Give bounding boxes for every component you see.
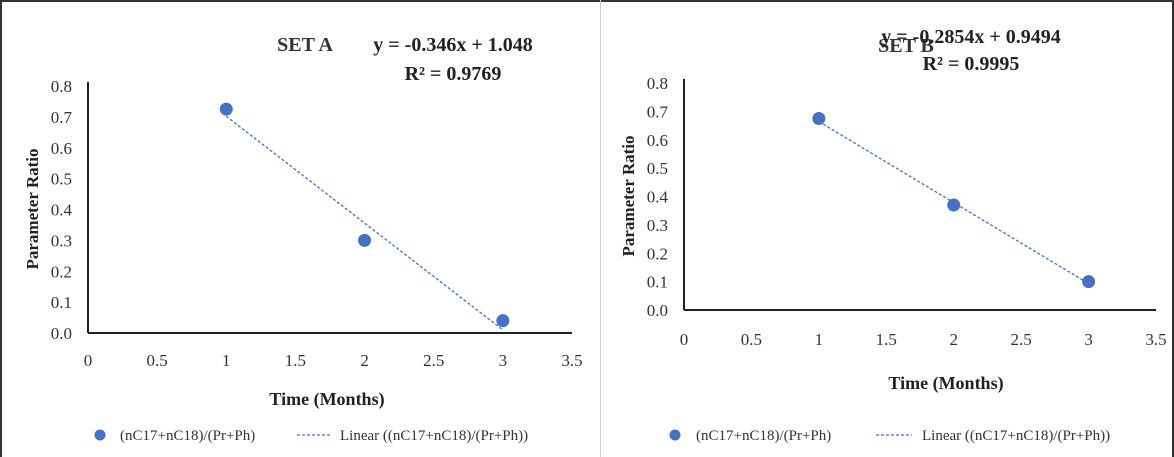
x-tick-label: 2.5 — [423, 351, 444, 370]
panel-divider — [600, 0, 601, 457]
chart-set-a: 0.0 0.1 0.2 0.3 0.4 0.5 0.6 0.7 0.8 0 0.5 1 1.5 2 2.5 3… — [23, 34, 583, 444]
y-tick-label: 0.8 — [647, 74, 668, 93]
legend-marker-series — [669, 429, 681, 441]
y-tick-label: 0.2 — [51, 262, 72, 281]
x-tick-label: 3 — [1084, 330, 1093, 349]
y-tick-label: 0.1 — [647, 273, 668, 292]
x-tick-label: 2.5 — [1011, 330, 1032, 349]
x-tick-label: 1.5 — [876, 330, 897, 349]
x-axis-label: Time (Months) — [269, 389, 384, 410]
chart-panel-set-b: 0.0 0.1 0.2 0.3 0.4 0.5 0.6 0.7 0.8 0 0.5 1 1.5 2 2.5 3… — [600, 0, 1174, 457]
legend-marker-series — [94, 429, 106, 441]
legend-label-series: (nC17+nC18)/(Pr+Ph) — [120, 428, 255, 444]
y-tick-label: 0.7 — [51, 108, 73, 127]
y-tick-label: 0.4 — [51, 201, 73, 220]
data-point — [358, 233, 372, 247]
y-tick-label: 0.1 — [51, 293, 72, 312]
y-axis-label: Parameter Ratio — [619, 136, 638, 257]
y-tick-label: 0.2 — [647, 244, 668, 263]
data-point — [1082, 275, 1096, 289]
x-tick-label: 0.5 — [741, 330, 762, 349]
x-tick-label: 1.5 — [285, 351, 306, 370]
x-tick-label: 1 — [815, 330, 824, 349]
x-tick-label: 3.5 — [1145, 330, 1166, 349]
x-tick-label: 0 — [84, 351, 93, 370]
data-point — [947, 198, 961, 212]
x-tick-label: 1 — [222, 351, 231, 370]
y-tick-label: 0.5 — [647, 159, 668, 178]
legend-label-trendline: Linear ((nC17+nC18)/(Pr+Ph)) — [922, 428, 1110, 444]
data-point — [219, 102, 233, 116]
x-tick-label: 0.5 — [147, 351, 168, 370]
legend-label-series: (nC17+nC18)/(Pr+Ph) — [696, 428, 831, 444]
x-axis-label: Time (Months) — [888, 373, 1003, 394]
y-tick-label: 0.3 — [647, 216, 668, 235]
legend-label-trendline: Linear ((nC17+nC18)/(Pr+Ph)) — [340, 428, 528, 444]
y-tick-label: 0.4 — [647, 188, 669, 207]
trendline-equation: y = -0.346x + 1.048 — [373, 34, 532, 56]
trendline-equation: y = -0.2854x + 0.9494 — [881, 26, 1060, 48]
x-tick-label: 2 — [360, 351, 369, 370]
y-tick-label: 0.0 — [647, 301, 668, 320]
x-tick-label: 3.5 — [561, 351, 582, 370]
y-tick-label: 0.6 — [51, 139, 72, 158]
y-tick-label: 0.8 — [51, 77, 72, 96]
x-tick-label: 3 — [499, 351, 508, 370]
y-axis-label: Parameter Ratio — [23, 149, 42, 270]
x-tick-label: 2 — [949, 330, 958, 349]
trendline-r-squared: R² = 0.9769 — [405, 63, 502, 85]
chart-set-b: 0.0 0.1 0.2 0.3 0.4 0.5 0.6 0.7 0.8 0 0.5 1 1.5 2 2.5 3… — [619, 26, 1167, 444]
trendline — [225, 115, 504, 331]
chart-title: SET A — [277, 34, 333, 56]
x-tick-label: 0 — [680, 330, 689, 349]
y-tick-label: 0.0 — [51, 324, 72, 343]
y-tick-label: 0.3 — [51, 231, 72, 250]
chart-panel-set-a: 0.0 0.1 0.2 0.3 0.4 0.5 0.6 0.7 0.8 0 0.5 1 1.5 2 2.5 3… — [23, 34, 583, 444]
chart-title: SET B — [878, 35, 934, 57]
data-point — [812, 111, 826, 125]
y-tick-label: 0.5 — [51, 170, 72, 189]
y-tick-label: 0.7 — [647, 102, 669, 121]
trendline-r-squared: R² = 0.9995 — [923, 53, 1020, 75]
data-point — [496, 314, 510, 328]
y-tick-label: 0.6 — [647, 131, 668, 150]
